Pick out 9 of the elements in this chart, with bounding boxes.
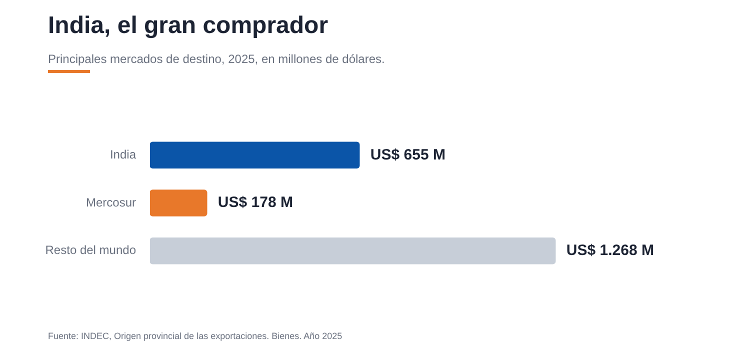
y-tick-label: Mercosur (86, 195, 136, 210)
chart-title: India, el gran comprador (48, 12, 328, 40)
data-label: US$ 655 M (370, 146, 446, 164)
y-tick-label: India (110, 147, 136, 162)
source-note: Fuente: INDEC, Origen provincial de las exportaciones. Bienes. Año 2025 (48, 331, 342, 341)
data-label: US$ 178 M (218, 194, 293, 212)
chart-subtitle: Principales mercados de destino, 2025, en millones de dólares. (48, 52, 385, 66)
y-tick-label: Resto del mundo (45, 243, 136, 258)
data-label: US$ 1.268 M (566, 242, 654, 260)
